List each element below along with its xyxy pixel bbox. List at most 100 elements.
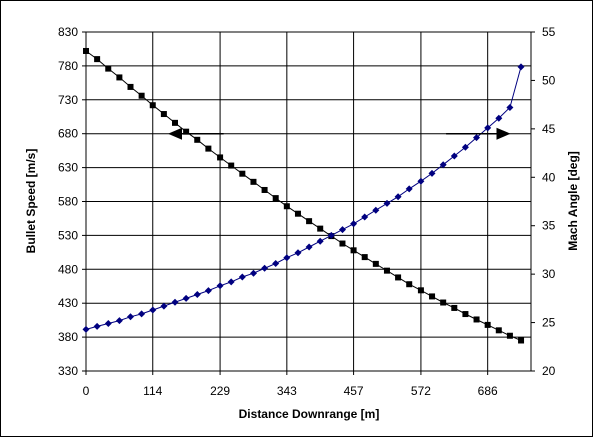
series-1-point-38 xyxy=(506,104,514,111)
series-0-point-0 xyxy=(83,47,89,54)
series-0-point-2 xyxy=(105,65,112,72)
series-1-point-25 xyxy=(361,213,369,221)
series-1-point-20 xyxy=(305,243,313,251)
series-1-point-21 xyxy=(316,237,324,245)
left-tick-label-6: 630 xyxy=(58,161,78,175)
right-tick-label-1: 25 xyxy=(542,316,556,330)
series-1-point-34 xyxy=(461,143,469,151)
series-1-point-5 xyxy=(138,310,146,318)
left-tick-label-1: 380 xyxy=(58,330,78,344)
series-0-point-36 xyxy=(484,321,491,328)
series-0-point-10 xyxy=(194,136,201,143)
series-0-point-1 xyxy=(94,56,101,63)
series-0-point-23 xyxy=(339,240,346,247)
series-1-point-14 xyxy=(238,273,246,281)
series-0-point-12 xyxy=(217,154,224,161)
series-1-point-18 xyxy=(283,254,291,262)
series-1-point-11 xyxy=(204,287,212,295)
series-0-point-27 xyxy=(383,267,390,274)
series-0-point-31 xyxy=(429,293,436,300)
left-tick-label-10: 830 xyxy=(58,25,78,39)
series-1-point-1 xyxy=(93,322,101,330)
left-tick-label-0: 330 xyxy=(58,364,78,378)
right-tick-label-4: 40 xyxy=(542,170,556,184)
series-1-point-13 xyxy=(227,278,235,286)
series-1-point-2 xyxy=(104,320,112,327)
series-0-point-6 xyxy=(149,102,156,109)
series-1-line xyxy=(85,66,522,330)
series-0-point-20 xyxy=(306,218,313,225)
series-0-point-18 xyxy=(283,203,290,210)
series-0-point-32 xyxy=(440,299,447,306)
left-tick-label-7: 680 xyxy=(58,127,78,141)
series-1-point-7 xyxy=(160,302,168,310)
x-tick-label-1: 114 xyxy=(143,384,162,398)
series-1-point-29 xyxy=(405,185,413,193)
series-1-point-16 xyxy=(261,264,269,272)
series-0-point-28 xyxy=(395,274,402,281)
series-1-point-22 xyxy=(327,231,335,239)
series-1-point-26 xyxy=(372,206,380,214)
x-tick-label-4: 457 xyxy=(344,384,364,398)
x-axis-title: Distance Downrange [m] xyxy=(239,407,380,421)
left-axis-ticks: 330 380 430 480 530 580 630 680 730 780 830 xyxy=(58,25,86,378)
series-0-point-26 xyxy=(372,260,379,267)
series-0-point-13 xyxy=(228,162,235,169)
left-tick-label-4: 530 xyxy=(58,228,78,242)
series-1-point-19 xyxy=(294,249,302,257)
left-tick-label-9: 780 xyxy=(58,59,78,73)
series-0-point-38 xyxy=(506,332,513,339)
series-1-point-8 xyxy=(171,298,179,306)
series-0-point-16 xyxy=(261,186,268,193)
left-tick-label-8: 730 xyxy=(58,93,78,107)
left-axis-title: Bullet Speed [m/s] xyxy=(24,149,38,254)
right-tick-label-0: 20 xyxy=(542,364,556,378)
series-1-point-10 xyxy=(193,291,201,298)
series-0-point-21 xyxy=(317,225,324,232)
series-0-point-37 xyxy=(495,327,502,334)
arrow-right-head xyxy=(496,127,511,140)
annotations xyxy=(168,127,511,140)
x-tick-label-2: 229 xyxy=(210,384,230,398)
right-tick-label-5: 45 xyxy=(542,122,556,136)
series-1-point-28 xyxy=(394,193,402,201)
right-tick-label-6: 50 xyxy=(542,73,556,87)
series-1-point-9 xyxy=(182,294,190,302)
right-tick-label-7: 55 xyxy=(542,25,556,39)
series-1-point-33 xyxy=(450,152,458,160)
series-0-point-25 xyxy=(361,254,368,261)
series-1-point-30 xyxy=(417,177,425,185)
left-tick-label-5: 580 xyxy=(58,195,78,209)
left-tick-label-3: 480 xyxy=(58,262,78,276)
series-0-point-14 xyxy=(239,170,246,177)
series-0-point-34 xyxy=(462,311,469,318)
series-1-point-24 xyxy=(350,220,358,228)
series-1-point-32 xyxy=(439,161,447,169)
series-1-point-15 xyxy=(250,269,257,277)
left-tick-label-2: 430 xyxy=(58,296,78,310)
series-0-point-17 xyxy=(272,195,279,202)
series-1-point-27 xyxy=(383,199,391,207)
series-0-point-11 xyxy=(205,145,212,152)
arrow-left-head xyxy=(168,127,182,140)
series-1-point-0 xyxy=(82,325,90,333)
series-0-point-24 xyxy=(350,247,357,254)
series-0-point-5 xyxy=(138,92,145,99)
x-tick-label-3: 343 xyxy=(277,384,297,398)
series-1-point-31 xyxy=(428,169,436,177)
right-axis-ticks: 20 25 30 35 40 45 50 55 xyxy=(531,25,556,378)
series-0-point-9 xyxy=(183,128,190,135)
series-0-point-7 xyxy=(160,111,167,118)
series-layer xyxy=(82,47,525,344)
series-1-point-4 xyxy=(127,313,134,321)
series-0-point-4 xyxy=(127,83,134,90)
x-axis-ticks: 0 114 229 343 457 572 686 xyxy=(83,371,498,398)
series-0-point-29 xyxy=(406,281,413,288)
series-0-point-3 xyxy=(116,74,123,81)
series-1-point-3 xyxy=(115,317,123,325)
series-1-point-35 xyxy=(473,134,480,142)
series-0-point-39 xyxy=(518,337,525,344)
series-1-point-17 xyxy=(272,260,280,267)
